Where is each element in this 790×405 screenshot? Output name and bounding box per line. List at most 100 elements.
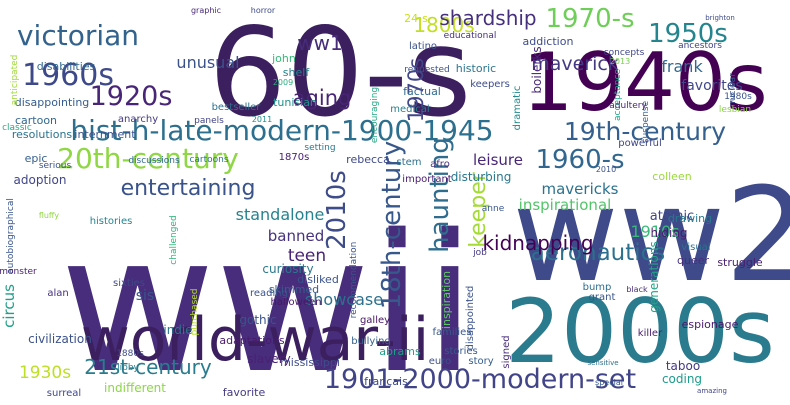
word-espionage: espionage (682, 318, 739, 331)
word-1901-2000-modern-set: 1901-2000-modern-set (324, 364, 636, 395)
word-anticipated: anticipated (10, 55, 20, 106)
word-60-s: 60-s (209, 2, 472, 144)
word-educational: educational (444, 31, 497, 41)
word-autobiographical: autobiographical (6, 198, 16, 274)
word-maverick: maverick (531, 53, 619, 75)
word-hiding: hiding (650, 226, 687, 240)
word-entertaining: entertaining (121, 176, 256, 201)
word-skimmed: skimmed (269, 283, 319, 296)
word-aeronautics: aeronautics (531, 240, 666, 266)
word-disappointed: disappointed (465, 286, 476, 351)
word-kidnapping: kidnapping (482, 231, 593, 255)
word-1970s: 1970s (404, 58, 428, 122)
word-serious: serious (39, 161, 72, 171)
word-1950s: 1950s (648, 19, 728, 49)
word-1800s: 1800s (413, 13, 474, 37)
word-hist-h-late-modern-1900-1945: hist-h-late-modern-1900-1945 (70, 114, 493, 147)
word-unusual: unusual (176, 53, 239, 72)
word-anarchy: anarchy (118, 114, 158, 125)
word-black: black (626, 285, 648, 294)
word-sis: sis (136, 288, 154, 304)
word-recommendation: recommendation (349, 242, 359, 319)
word-epic: epic (25, 152, 48, 165)
word-fran-ais: français (364, 375, 408, 388)
word-tunisian: tunisian (273, 96, 317, 109)
word-2009: 2009 (273, 78, 293, 87)
word-disliked: disliked (297, 273, 339, 286)
word-bestseller: bestseller (212, 102, 262, 113)
word-rebecca: rebecca (346, 153, 390, 166)
word-brighton: brighton (705, 14, 735, 22)
word-favorites: favorites (681, 78, 742, 94)
word-atomic: atomic (650, 209, 694, 224)
word-haunting: haunting (425, 137, 455, 253)
word-queer: queer (677, 254, 709, 267)
word-leisure: leisure (473, 151, 523, 169)
word-2010s: 2010s (322, 170, 352, 250)
word-frank: frank (661, 57, 703, 76)
word-24-s: 24-s (404, 12, 428, 25)
word-circus: circus (0, 284, 18, 328)
word-sixties: sixties (113, 278, 145, 289)
word-graphic: graphic (191, 6, 221, 15)
word-reading: reading (250, 288, 288, 299)
word-cartoons: cartoons (189, 155, 228, 165)
word-teen: teen (288, 246, 326, 266)
word-surreal: surreal (47, 388, 81, 399)
word-1880s: 1880s (116, 349, 144, 359)
word-bullying: bullying (351, 336, 391, 347)
word-victorian: victorian (17, 19, 139, 52)
word-1960s: 1960s (22, 58, 114, 93)
word-colleen: colleen (652, 170, 691, 183)
word-2010: 2010 (596, 165, 616, 174)
word-ww1: ww1 (297, 31, 342, 55)
word-2000s: 2000s (505, 280, 775, 383)
word-cartoon: cartoon (15, 114, 57, 127)
word-disappointing: disappointing (15, 96, 90, 109)
word-21st-century: 21st-century (84, 355, 212, 379)
word-killer: killer (638, 328, 663, 339)
word-powerful: powerful (618, 138, 662, 149)
word-grant: grant (589, 292, 616, 303)
word-indie: indie (163, 323, 192, 337)
word-factual: factual (403, 85, 441, 98)
word-1940s: 1940s (522, 36, 767, 129)
word-discussions: discussions (128, 156, 180, 166)
word-ww2: ww2 (512, 159, 790, 311)
word-favorite: favorite (223, 386, 266, 399)
word-dramatic: dramatic (512, 86, 523, 131)
word-stem: stem (396, 157, 421, 168)
word-standalone: standalone (236, 205, 325, 224)
word-special: special (595, 378, 623, 387)
word-inspiration: inspiration (440, 271, 453, 329)
word-inspirational: inspirational (519, 196, 612, 214)
word-bump: bump (583, 282, 612, 293)
word-20th-century: 20th-century (57, 142, 239, 175)
word-adultery: adultery (609, 101, 647, 111)
word-1870s: 1870s (279, 152, 310, 163)
word-suspense: suspense (641, 100, 651, 143)
word-19th-century: 19th-century (564, 117, 726, 146)
word-abrams: abrams (379, 345, 421, 358)
word-showcase: showcase (305, 290, 383, 309)
word-taboo: taboo (666, 359, 700, 373)
word-signed: signed (501, 335, 512, 368)
word-1960-s: 1960-s (535, 145, 624, 175)
word-civilization: civilization (28, 332, 92, 346)
word-disturbing: disturbing (451, 170, 512, 184)
word-1920s: 1920s (90, 81, 173, 112)
word-2013: 2013 (610, 57, 630, 66)
word-struggle: struggle (717, 256, 763, 269)
word-banned: banned (268, 227, 324, 245)
word-2011: 2011 (252, 115, 272, 124)
word-purchased: purchased (190, 288, 200, 335)
word-shelf: shelf (283, 66, 311, 79)
word-resolutions: resolutions (12, 128, 73, 141)
word-ancestors: ancestors (678, 41, 722, 51)
word-mavericks: mavericks (542, 180, 619, 198)
word-1910s: 1910s (630, 222, 679, 241)
word-world-war-ii: world-war-ii (81, 305, 430, 375)
word-lesbian: lesbian (719, 105, 751, 115)
word-histories: histories (90, 216, 133, 227)
word-classic: classic (2, 123, 32, 133)
